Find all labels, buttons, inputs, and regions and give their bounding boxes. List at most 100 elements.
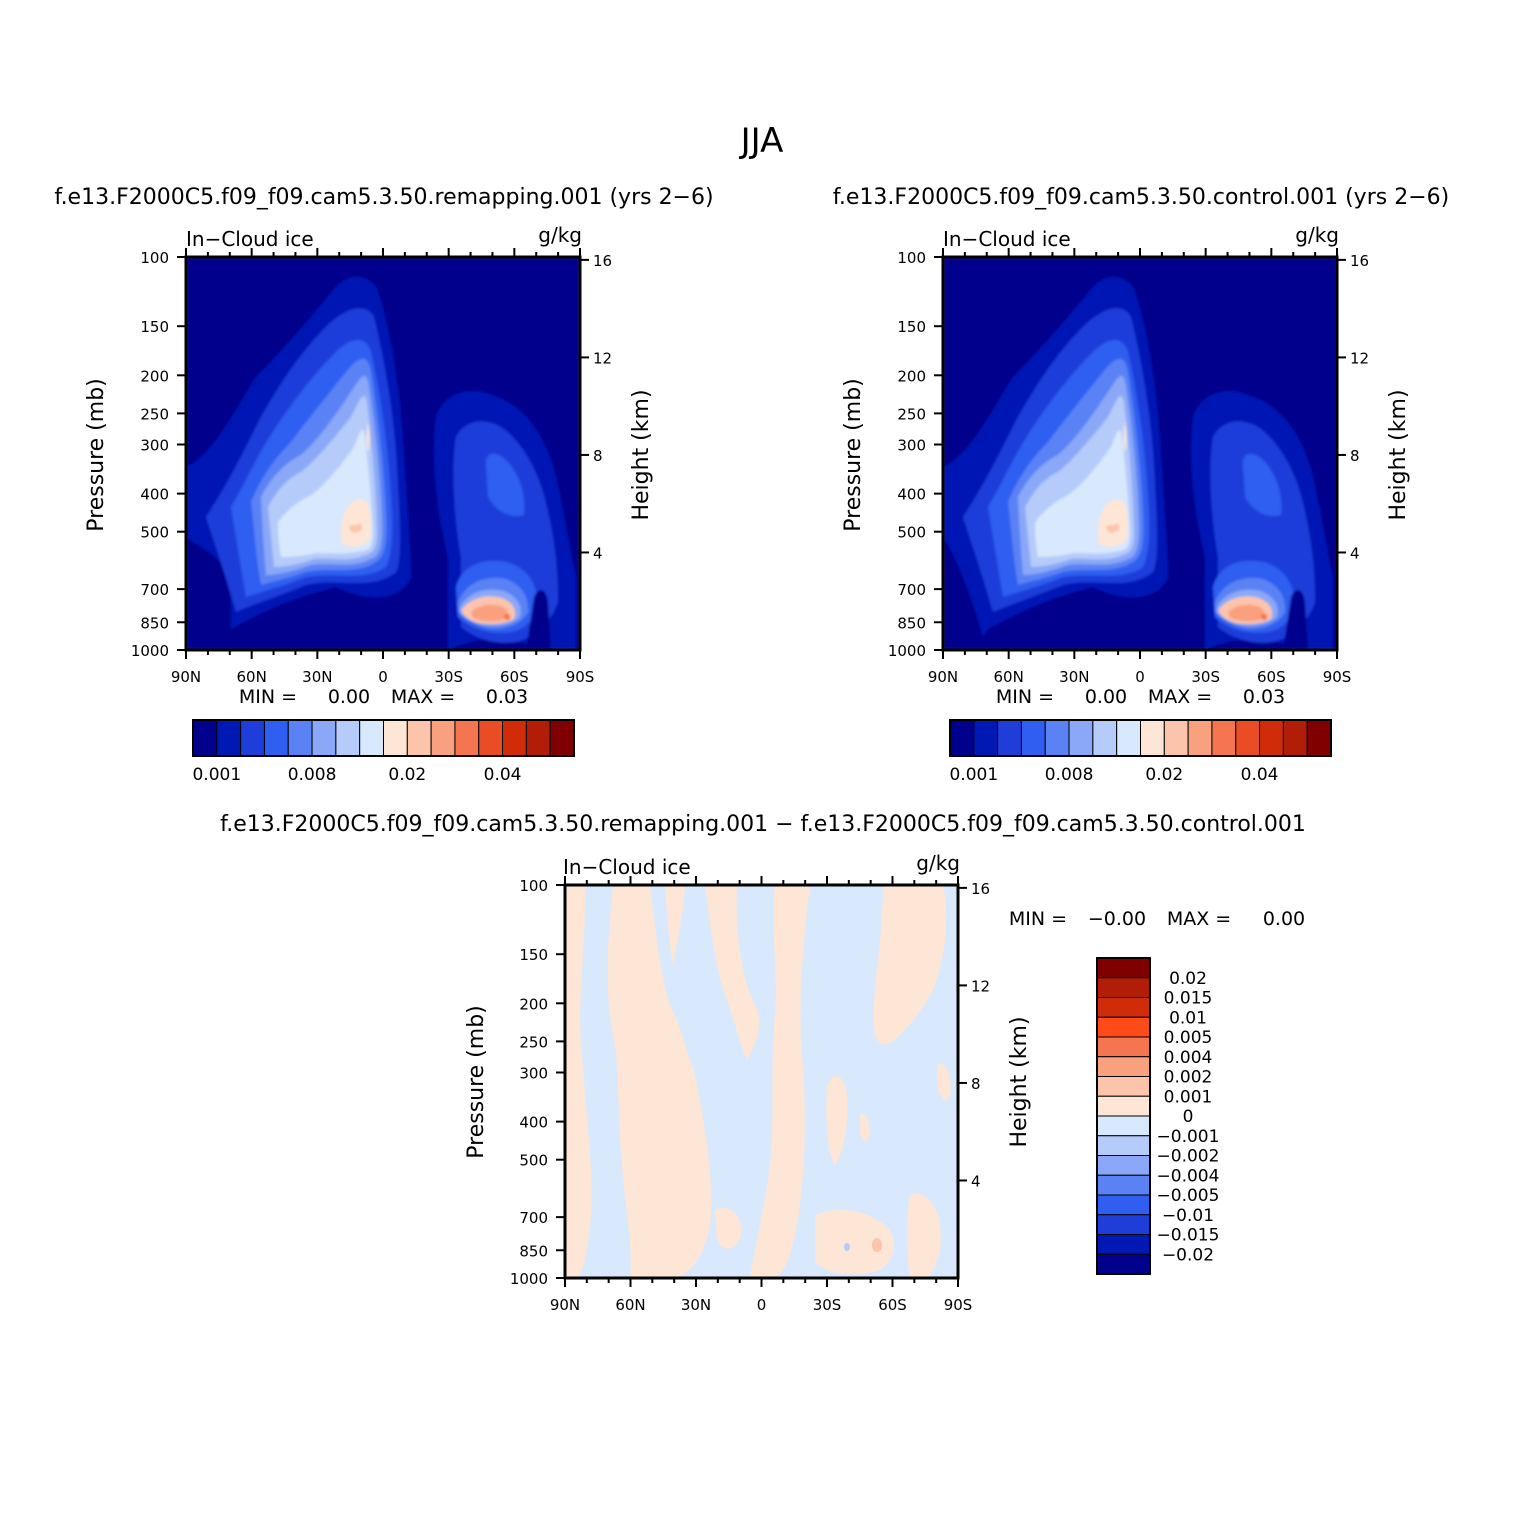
panel-difference-colorbar-label: 0 [1183, 1107, 1194, 1127]
panel-difference-units-label: g/kg [916, 851, 960, 875]
panel-control-colorbar-box [1187, 719, 1213, 757]
panel-remapping-colorbar-box [525, 719, 551, 757]
panel-difference-colorbar-box [1096, 1253, 1151, 1275]
panel-remapping-colorbar-box [240, 719, 265, 757]
panel-difference-colorbar-box [1096, 1174, 1151, 1196]
panel-difference-x-tick-label: 60S [878, 1296, 907, 1314]
panel-control-min-value: 0.00 [1085, 686, 1127, 708]
panel-control-colorbar-box [1020, 719, 1046, 757]
panel-remapping-height-tick-label: 12 [593, 349, 612, 367]
panel-remapping-max-value: 0.03 [486, 686, 528, 708]
panel-remapping-colorbar-box [263, 719, 289, 757]
panel-control-colorbar-frame [949, 719, 1332, 757]
panel-difference-colorbar-label: −0.001 [1157, 1127, 1220, 1147]
panel-difference-colorbar-label: 0.005 [1164, 1028, 1213, 1048]
panel-difference-height-tick-label: 4 [971, 1172, 981, 1190]
panel-remapping-y-tick-label: 400 [140, 486, 169, 504]
panel-remapping-y-tick-label: 500 [140, 524, 169, 542]
panel-difference-colorbar-box [1096, 1194, 1151, 1216]
panel-remapping-y-tick-label: 100 [140, 249, 169, 267]
panel-control-max-value: 0.03 [1243, 686, 1285, 708]
panel-control-colorbar-label: 0.02 [1145, 765, 1183, 785]
panel-difference-colorbar-label: −0.01 [1162, 1206, 1214, 1226]
panel-remapping-y-tick-label: 250 [140, 405, 169, 423]
panel-control-y-tick-label: 850 [897, 614, 926, 632]
panel-remapping-x-tick-label: 90S [566, 668, 595, 686]
panel-difference-right-axis-label: Height (km) [1007, 1016, 1032, 1147]
panel-difference-y-tick-label: 400 [519, 1114, 548, 1132]
panel-remapping-min-value: 0.00 [328, 686, 370, 708]
panel-control-y-tick-label: 400 [897, 486, 926, 504]
panel-remapping-colorbar-box [287, 719, 313, 757]
panel-control-y-tick-label: 500 [897, 524, 926, 542]
panel-remapping-colorbar-label: 0.001 [192, 765, 241, 785]
panel-remapping-height-tick-label: 4 [593, 544, 603, 562]
panel-difference-colorbar-label: 0.01 [1169, 1008, 1207, 1028]
panel-control-min-label: MIN = [996, 686, 1054, 708]
panel-control-colorbar-box [997, 719, 1022, 757]
panel-control-max-label: MAX = [1148, 686, 1212, 708]
panel-control-y-tick-label: 300 [897, 437, 926, 455]
panel-remapping-min-label: MIN = [239, 686, 297, 708]
panel-difference-x-tick-label: 30S [813, 1296, 842, 1314]
panel-remapping-height-tick-label: 8 [593, 447, 603, 465]
panel-control-colorbar: 0.001 0.008 0.02 0.04 [949, 719, 1332, 785]
panel-difference-colorbar-box [1096, 997, 1151, 1018]
panel-difference-colorbar-box [1096, 1095, 1151, 1117]
panel-control-colorbar-label: 0.001 [949, 765, 998, 785]
panel-remapping-title: f.e13.F2000C5.f09_f09.cam5.3.50.remappin… [54, 185, 713, 210]
panel-remapping-x-tick-label: 30S [434, 668, 463, 686]
panel-remapping-units-label: g/kg [538, 223, 582, 247]
panel-difference-colorbar-box [1096, 957, 1151, 979]
panel-control-colorbar-box [1306, 719, 1332, 757]
panel-difference-y-tick-label: 850 [519, 1242, 548, 1260]
panel-difference-y-tick-label: 250 [519, 1033, 548, 1051]
panel-control-y-axis-label: Pressure (mb) [841, 378, 866, 532]
panel-difference-colorbar-label: −0.015 [1157, 1226, 1220, 1246]
panel-remapping-colorbar-label: 0.008 [288, 765, 337, 785]
panel-control-y-tick-label: 700 [897, 581, 926, 599]
panel-difference-height-tick-label: 8 [971, 1075, 981, 1093]
panel-control-colorbar-box [1068, 719, 1094, 757]
panel-difference-height-tick-label: 12 [971, 977, 990, 995]
panel-difference-y-axis-label: Pressure (mb) [464, 1005, 489, 1159]
panel-difference-colorbar-box [1096, 977, 1151, 998]
panel-difference-y-tick-label: 1000 [510, 1270, 548, 1288]
panel-difference-title: f.e13.F2000C5.f09_f09.cam5.3.50.remappin… [220, 812, 1306, 837]
panel-difference-colorbar-label: 0.02 [1169, 969, 1207, 989]
panel-difference-y-tick-label: 150 [519, 946, 548, 964]
panel-difference-y-tick-label: 100 [519, 877, 548, 895]
panel-difference-y-tick-label: 500 [519, 1152, 548, 1170]
panel-remapping-max-label: MAX = [391, 686, 455, 708]
panel-remapping-colorbar-box [478, 719, 504, 757]
panel-difference-y-tick-label: 200 [519, 995, 548, 1013]
panel-control-x-tick-label: 90N [928, 668, 958, 686]
panel-difference-min-value: −0.00 [1088, 908, 1146, 930]
panel-difference-max-label: MAX = [1167, 908, 1231, 930]
panel-remapping-x-tick-label: 60S [500, 668, 529, 686]
panel-control-right-axis-label: Height (km) [1386, 389, 1411, 520]
panel-control-colorbar-box [1163, 719, 1189, 757]
panel-difference-colorbar-box [1096, 1135, 1151, 1156]
panel-control-contour-field [943, 257, 1337, 650]
panel-remapping-y-tick-label: 700 [140, 581, 169, 599]
panel-control-colorbar-box [1211, 719, 1237, 757]
panel-control-height-tick-label: 16 [1350, 252, 1369, 270]
panel-remapping-x-tick-label: 60N [237, 668, 267, 686]
panel-difference-colorbar-box [1096, 1214, 1151, 1235]
panel-remapping-colorbar-box [216, 719, 242, 757]
panel-control-colorbar-box [1259, 719, 1284, 757]
panel-control-variable-label: In−Cloud ice [943, 227, 1071, 251]
panel-remapping-x-tick-label: 90N [171, 668, 201, 686]
panel-control-x-tick-label: 60S [1257, 668, 1286, 686]
panel-remapping-colorbar-box [335, 719, 361, 757]
panel-remapping-contour-field [186, 257, 580, 650]
panel-control-y-tick-label: 100 [897, 249, 926, 267]
panel-remapping-y-tick-label: 1000 [131, 642, 169, 660]
panel-control-x-tick-label: 30S [1191, 668, 1220, 686]
panel-control-height-tick-label: 12 [1350, 349, 1369, 367]
panel-control-colorbar-label: 0.008 [1045, 765, 1094, 785]
figure-title: JJA [739, 121, 784, 161]
panel-difference-colorbar-box [1096, 1056, 1151, 1077]
